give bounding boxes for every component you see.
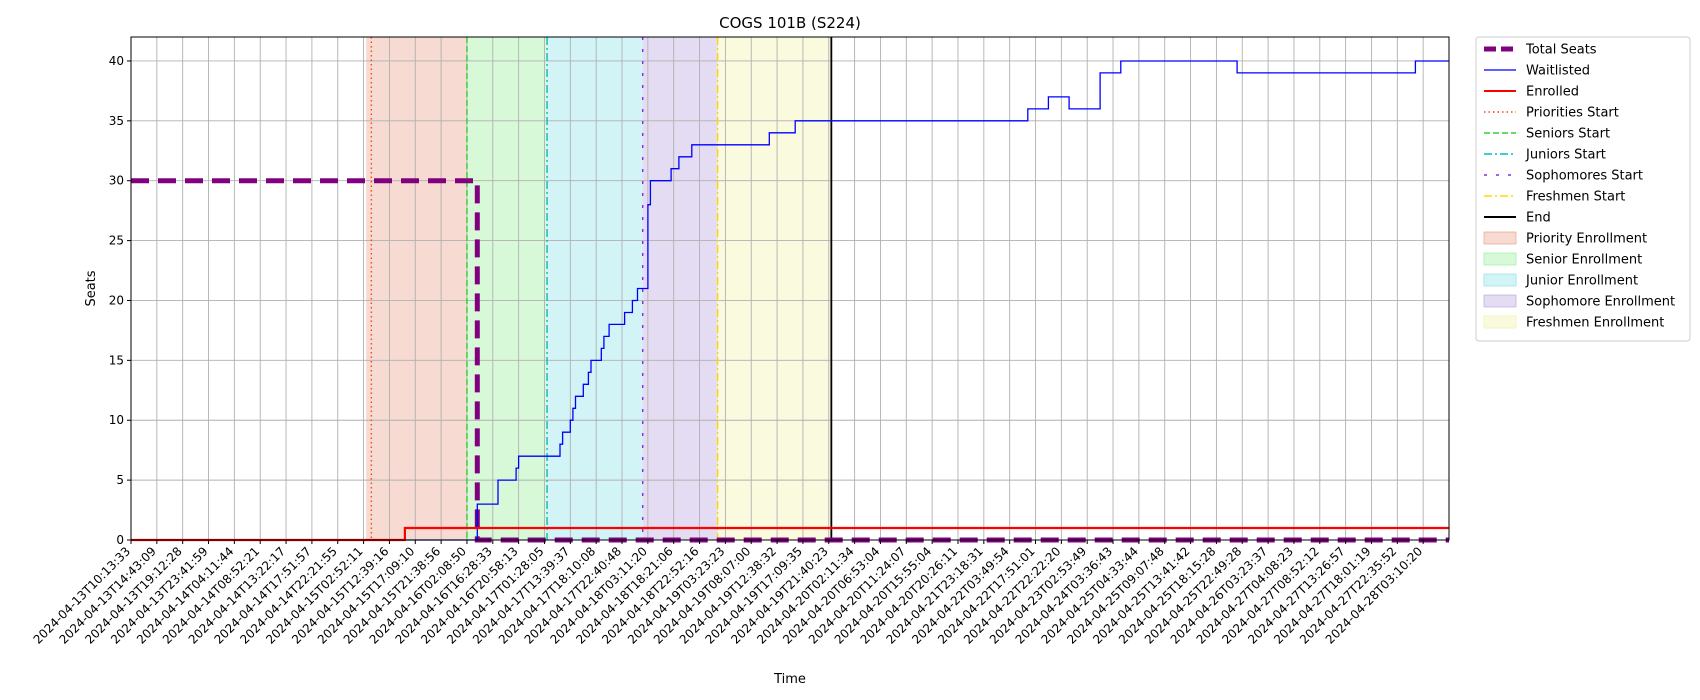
span-3 xyxy=(642,37,718,540)
y-tick-label: 35 xyxy=(109,114,124,128)
legend-label-11: Junior Enrollment xyxy=(1525,274,1638,289)
legend: Total Seats Waitlisted Enrolled Priorities … xyxy=(1475,36,1691,342)
y-tick-label: 0 xyxy=(116,533,124,547)
legend-label-13: Freshmen Enrollment xyxy=(1526,316,1664,331)
series-line-1 xyxy=(131,60,1449,541)
legend-label-1: Waitlisted xyxy=(1526,64,1590,79)
legend-label-8: End xyxy=(1526,211,1551,226)
y-tick-label: 25 xyxy=(109,234,124,248)
legend-label-2: Enrolled xyxy=(1526,85,1579,100)
x-axis-label: Time xyxy=(773,672,806,687)
legend-label-4: Seniors Start xyxy=(1526,127,1610,142)
span-0 xyxy=(366,37,467,540)
y-tick-label: 15 xyxy=(109,353,124,367)
legend-label-5: Juniors Start xyxy=(1525,148,1606,163)
legend-swatch-9 xyxy=(1483,231,1517,245)
legend-label-0: Total Seats xyxy=(1525,43,1597,58)
legend-frame xyxy=(1475,36,1691,342)
chart-title: COGS 101B (S224) xyxy=(719,14,861,32)
legend-label-3: Priorities Start xyxy=(1526,106,1619,121)
y-tick-label: 20 xyxy=(109,293,124,307)
legend-swatch-10 xyxy=(1483,252,1517,266)
y-tick-label: 30 xyxy=(109,174,124,188)
legend-label-6: Sophomores Start xyxy=(1526,169,1643,184)
legend-swatch-11 xyxy=(1483,273,1517,287)
axes-frame xyxy=(130,36,1450,541)
legend-label-10: Senior Enrollment xyxy=(1526,253,1642,268)
legend-label-9: Priority Enrollment xyxy=(1526,232,1647,247)
span-2 xyxy=(547,37,643,540)
y-tick-label: 5 xyxy=(116,473,124,487)
legend-label-12: Sophomore Enrollment xyxy=(1526,295,1675,310)
legend-label-7: Freshmen Start xyxy=(1526,190,1625,205)
legend-swatch-12 xyxy=(1483,294,1517,308)
span-4 xyxy=(717,37,832,540)
y-axis-label: Seats xyxy=(84,270,99,306)
plot-area: 05101520253035402024-04-13T10:13:332024-… xyxy=(31,36,1450,647)
legend-swatch-13 xyxy=(1483,315,1517,329)
y-tick-label: 10 xyxy=(109,413,124,427)
y-tick-label: 40 xyxy=(109,54,124,68)
